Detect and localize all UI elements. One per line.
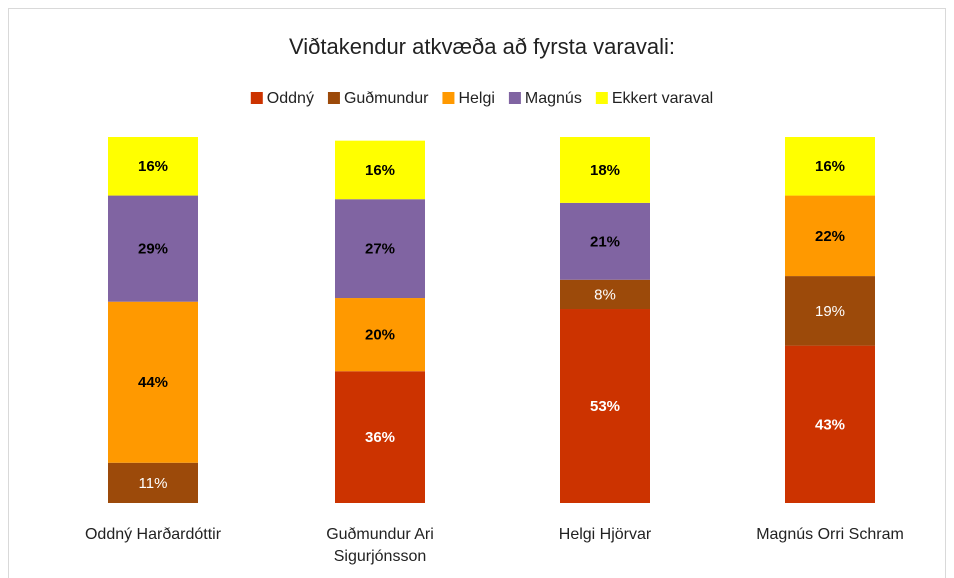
legend-swatch (327, 92, 340, 104)
bar-segment (335, 371, 425, 503)
bar-segment (560, 309, 650, 503)
legend-swatch (250, 92, 263, 104)
legend-swatch (442, 92, 455, 104)
data-label: 11% (139, 475, 168, 492)
data-label: 16% (138, 158, 168, 175)
bar-segment (560, 202, 650, 280)
legend-label: Magnús (525, 90, 582, 107)
data-label: 19% (815, 303, 845, 320)
data-label: 43% (815, 416, 845, 433)
bar-segment (785, 345, 875, 503)
data-label: 27% (365, 241, 395, 258)
x-tick-label: Magnús Orri Schram (756, 526, 904, 543)
bar-segment (335, 140, 425, 200)
legend-label: Oddný (267, 90, 314, 107)
data-label: 21% (590, 233, 620, 250)
data-label: 22% (815, 228, 845, 245)
bar-segment (108, 137, 198, 196)
legend-label: Guðmundur (344, 90, 429, 107)
x-tick-label: Oddný Harðardóttir (84, 526, 222, 543)
bar-segment (560, 137, 650, 203)
legend-label: Ekkert varaval (612, 90, 713, 107)
legend-label: Helgi (458, 90, 494, 107)
bar-segment (785, 276, 875, 346)
data-label: 44% (138, 374, 168, 391)
bar-segment (335, 298, 425, 372)
bar-segment (108, 462, 198, 503)
bar-segment (560, 279, 650, 310)
bar-segment (108, 301, 198, 463)
bar-segment (785, 195, 875, 277)
x-tick-label: Guðmundur Ari Sigurjónsson (326, 526, 434, 565)
bar-segment (785, 137, 875, 196)
data-label: 36% (365, 429, 395, 446)
x-tick-label: Helgi Hjörvar (558, 526, 652, 543)
chart-title: Viðtakendur atkvæða að fyrsta varavali: (289, 34, 675, 59)
legend-swatch (595, 92, 608, 104)
bar-segment (108, 195, 198, 302)
data-label: 16% (815, 158, 845, 175)
data-label: 8% (594, 286, 616, 303)
bar-segment (335, 199, 425, 299)
legend-swatch (508, 92, 521, 104)
data-label: 53% (590, 398, 620, 415)
data-label: 29% (138, 241, 168, 258)
data-label: 18% (590, 162, 620, 179)
chart-border (8, 8, 946, 578)
data-label: 16% (365, 162, 395, 179)
data-label: 20% (365, 327, 395, 344)
